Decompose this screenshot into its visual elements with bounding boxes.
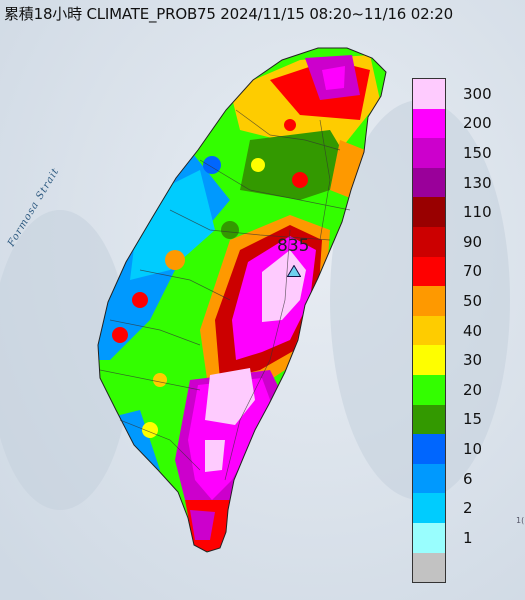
legend-label: 1 xyxy=(463,528,473,547)
legend-swatch xyxy=(413,79,445,109)
legend-swatch xyxy=(413,138,445,168)
legend-label: 90 xyxy=(463,232,483,251)
legend-swatch xyxy=(413,552,445,583)
legend-swatch xyxy=(413,256,445,287)
max-rainfall-value: 835 xyxy=(277,236,310,256)
legend-label: 200 xyxy=(463,114,492,133)
legend-label: 30 xyxy=(463,351,483,370)
legend-swatch xyxy=(413,345,445,375)
legend-label: 10 xyxy=(463,440,483,458)
legend-swatch xyxy=(413,522,445,553)
legend-label: 50 xyxy=(463,292,483,310)
legend-swatch xyxy=(413,167,445,198)
legend-swatch xyxy=(413,404,445,435)
legend-label: 70 xyxy=(463,262,483,281)
legend-swatch xyxy=(413,493,445,523)
legend-colorbar xyxy=(412,78,446,584)
legend-swatch xyxy=(413,374,445,405)
legend-swatch xyxy=(413,286,445,316)
legend-swatch xyxy=(413,197,445,227)
legend-swatch xyxy=(413,463,445,494)
legend-swatch xyxy=(413,226,445,257)
legend-label: 130 xyxy=(463,173,492,192)
max-station-triangle-icon xyxy=(287,265,301,277)
legend-label: 2 xyxy=(463,499,473,518)
legend-label: 40 xyxy=(463,321,483,340)
legend-swatch xyxy=(413,108,445,139)
legend-label: 150 xyxy=(463,144,492,162)
legend-label: 20 xyxy=(463,380,483,399)
legend-label: 6 xyxy=(463,469,473,488)
edge-text: 1( xyxy=(516,516,525,525)
legend-label: 15 xyxy=(463,410,483,429)
map-title: 累積18小時 CLIMATE_PROB75 2024/11/15 08:20~1… xyxy=(4,5,453,23)
legend-swatch xyxy=(413,315,445,346)
legend-swatch xyxy=(413,434,445,464)
legend-label: 110 xyxy=(463,203,492,222)
legend-label: 300 xyxy=(463,84,492,103)
